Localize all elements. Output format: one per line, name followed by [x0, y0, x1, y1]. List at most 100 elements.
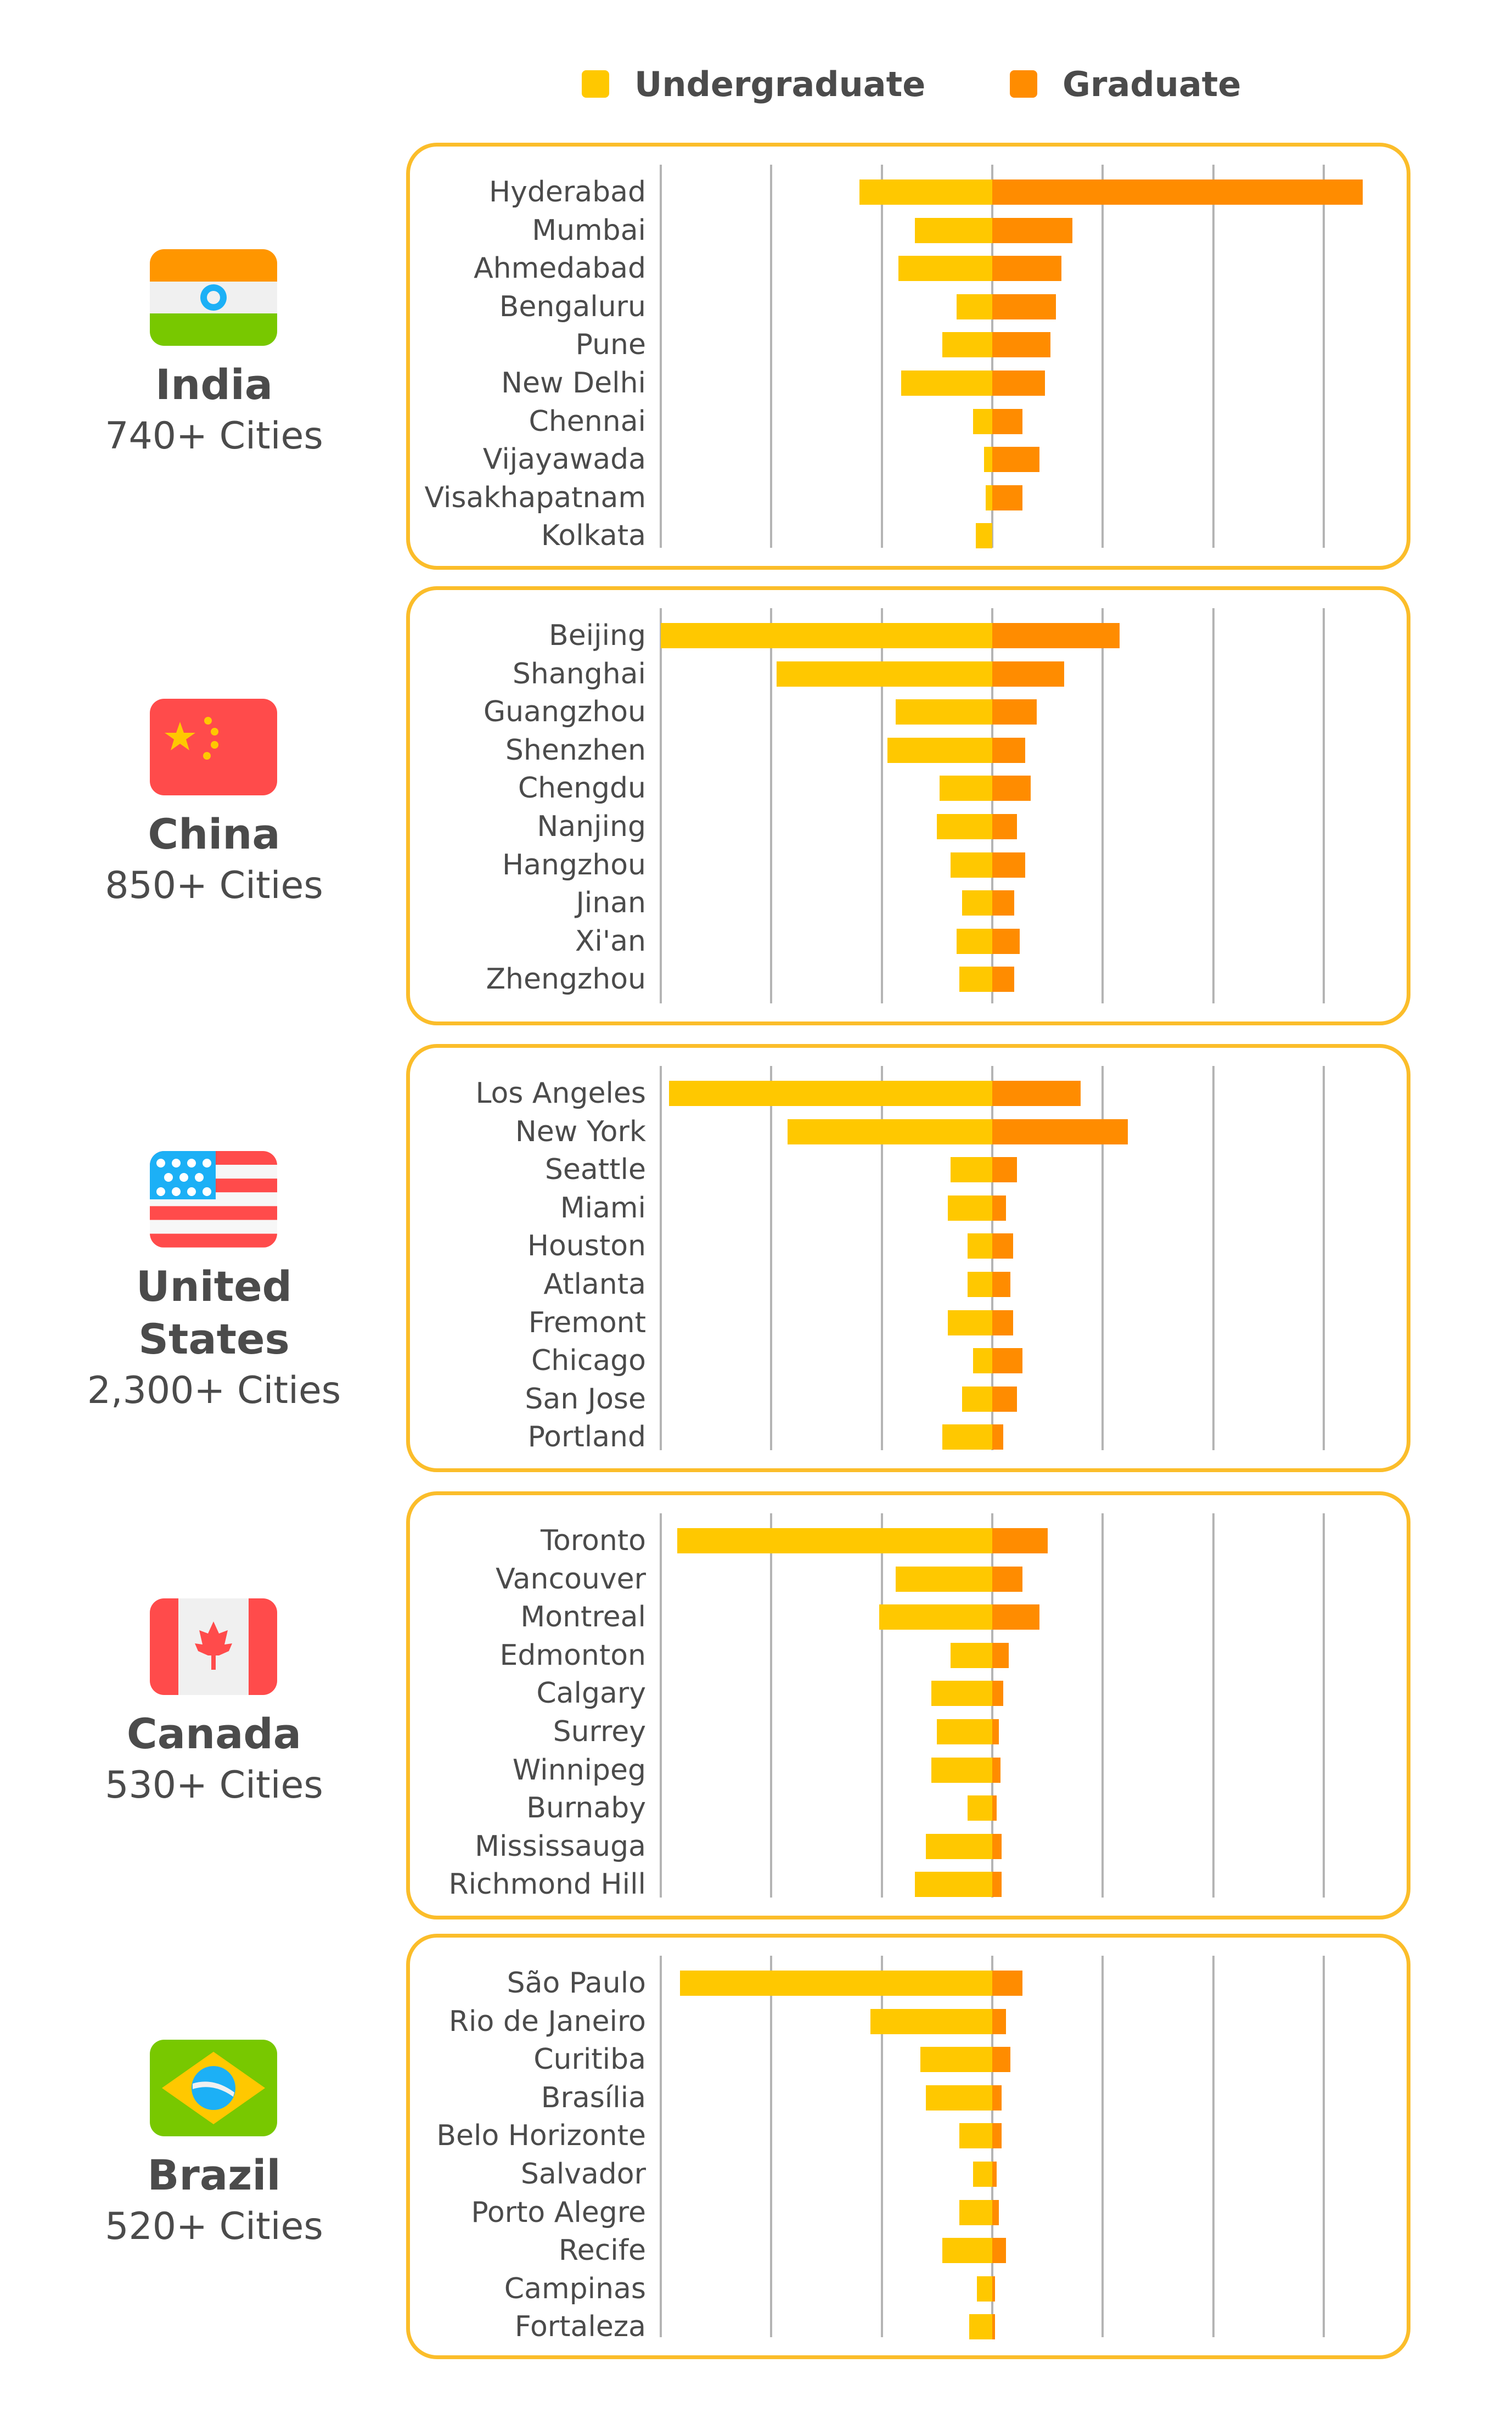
bar-undergraduate — [959, 2123, 992, 2149]
bar-graduate — [992, 447, 1039, 473]
gridline — [770, 1956, 773, 2337]
bar-graduate — [992, 408, 1023, 434]
gridline — [1101, 165, 1104, 548]
gridline — [880, 608, 883, 1003]
legend: Undergraduate Graduate — [582, 59, 1350, 109]
city-label: Recife — [558, 2234, 646, 2267]
country-name: United States — [136, 1262, 293, 1363]
bar-undergraduate — [887, 737, 992, 763]
city-label: San Jose — [525, 1382, 646, 1416]
bar-undergraduate — [948, 1310, 992, 1335]
bar-undergraduate — [962, 890, 992, 916]
bar-graduate — [992, 2085, 1002, 2111]
bar-undergraduate — [959, 2199, 992, 2225]
bar-graduate — [992, 737, 1026, 763]
country-name: Brazil — [147, 2150, 281, 2199]
bar-graduate — [992, 1310, 1014, 1335]
city-label: Fortaleza — [514, 2310, 646, 2344]
bar-undergraduate — [951, 852, 992, 878]
country-cities-count: 520+ Cities — [105, 2204, 323, 2248]
gridline — [1101, 608, 1104, 1003]
city-label: Burnaby — [526, 1792, 646, 1825]
bar-undergraduate — [859, 179, 992, 205]
city-label: Salvador — [520, 2158, 646, 2191]
india-flag-icon — [150, 249, 277, 346]
city-label: Hyderabad — [489, 176, 646, 209]
bar-graduate — [992, 2162, 997, 2187]
bar-undergraduate — [937, 814, 992, 839]
bar-undergraduate — [973, 408, 992, 434]
country-label: China 850+ Cities — [55, 808, 373, 911]
bar-undergraduate — [967, 1272, 992, 1297]
bar-undergraduate — [660, 623, 992, 648]
bar-undergraduate — [777, 661, 992, 687]
gridline — [1101, 1956, 1104, 2337]
bar-graduate — [992, 661, 1064, 687]
gridline — [659, 608, 662, 1003]
bar-undergraduate — [942, 332, 992, 358]
bar-undergraduate — [915, 217, 992, 243]
bar-graduate — [992, 1386, 1018, 1412]
gridline — [1101, 1513, 1104, 1898]
gridline — [1212, 165, 1215, 548]
city-label: Miami — [560, 1191, 646, 1225]
gridline — [991, 608, 993, 1003]
bar-graduate — [992, 2314, 996, 2340]
gridline — [770, 1513, 773, 1898]
bar-graduate — [992, 1642, 1009, 1668]
country-name: India — [155, 360, 273, 409]
city-label: Curitiba — [533, 2043, 646, 2076]
city-label: Fremont — [528, 1306, 646, 1339]
bar-graduate — [992, 967, 1015, 992]
bar-undergraduate — [985, 485, 992, 510]
country-label: Brazil 520+ Cities — [55, 2149, 373, 2252]
bar-undergraduate — [879, 1604, 992, 1630]
city-label: New Delhi — [501, 367, 646, 400]
bar-graduate — [992, 1757, 1001, 1783]
city-label: Vancouver — [496, 1562, 646, 1596]
bar-graduate — [992, 294, 1056, 319]
city-label: Atlanta — [543, 1268, 646, 1301]
city-label: Mississauga — [475, 1829, 646, 1863]
bar-graduate — [992, 852, 1026, 878]
bar-graduate — [992, 1795, 997, 1821]
bar-undergraduate — [870, 2008, 992, 2034]
city-label: Belo Horizonte — [436, 2119, 646, 2153]
city-label: Los Angeles — [475, 1077, 646, 1110]
city-label: Richmond Hill — [448, 1868, 646, 1901]
country-label: United States 2,300+ Cities — [55, 1260, 373, 1416]
city-label: Chengdu — [518, 772, 646, 805]
bar-graduate — [992, 1872, 1002, 1898]
bar-graduate — [992, 1604, 1039, 1630]
bar-graduate — [992, 776, 1031, 801]
bar-undergraduate — [942, 1424, 992, 1450]
bar-graduate — [992, 2199, 999, 2225]
city-label: Shenzhen — [505, 733, 646, 767]
bar-graduate — [992, 928, 1020, 954]
gridline — [1323, 1956, 1325, 2337]
city-label: Visakhapatnam — [424, 481, 646, 514]
city-label: Mumbai — [532, 214, 646, 247]
bar-undergraduate — [976, 2276, 992, 2302]
legend-label-graduate: Graduate — [1063, 64, 1241, 104]
bar-undergraduate — [931, 1681, 992, 1707]
bar-graduate — [992, 1348, 1023, 1374]
city-label: New York — [515, 1115, 646, 1148]
gridline — [659, 1513, 662, 1898]
bar-graduate — [992, 2238, 1007, 2264]
city-label: Montreal — [520, 1601, 646, 1634]
bar-graduate — [992, 1971, 1023, 1996]
bar-undergraduate — [931, 1757, 992, 1783]
bar-undergraduate — [975, 523, 992, 549]
bar-undergraduate — [940, 776, 992, 801]
gridline — [1323, 1513, 1325, 1898]
bar-undergraduate — [951, 1157, 992, 1183]
legend-swatch-graduate — [1010, 70, 1037, 98]
city-label: Brasília — [541, 2081, 646, 2114]
bar-graduate — [992, 623, 1120, 648]
legend-label-undergraduate: Undergraduate — [634, 64, 926, 104]
bar-graduate — [992, 2276, 996, 2302]
chart-panel-brazil — [406, 1934, 1410, 2359]
bar-undergraduate — [969, 2314, 992, 2340]
city-label: Vijayawada — [482, 443, 646, 476]
